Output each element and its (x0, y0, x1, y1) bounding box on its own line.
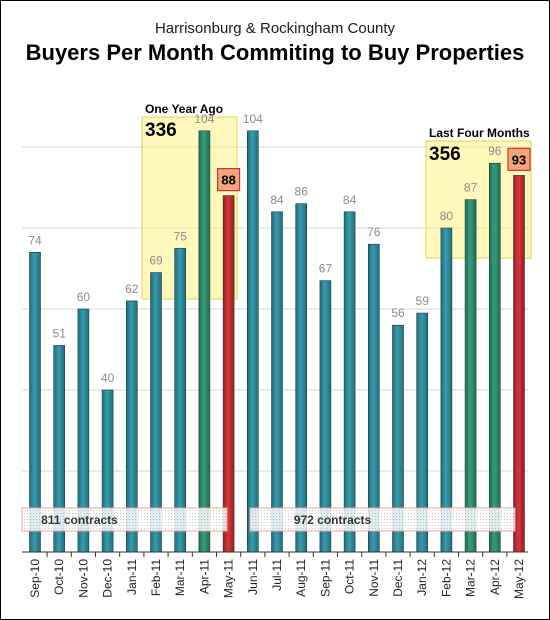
x-tick-label: Jan-11 (125, 559, 139, 595)
value-label: 88 (221, 173, 235, 188)
value-label: 69 (149, 254, 163, 268)
contract-band-label: 811 contracts (41, 513, 118, 527)
x-tick-label: Mar-12 (464, 559, 478, 597)
value-label: 51 (53, 326, 67, 340)
x-tick-label: Sep-11 (318, 559, 332, 597)
value-label: 59 (416, 294, 430, 308)
value-label: 67 (319, 262, 333, 276)
value-label: 84 (343, 193, 357, 207)
x-tick-label: May-11 (222, 559, 236, 598)
value-label: 75 (174, 229, 188, 243)
bar-Apr-11 (198, 130, 211, 553)
x-tick-label: Oct-11 (343, 559, 357, 594)
bar-Jul-11 (271, 211, 283, 553)
highlight-box-total: 356 (429, 144, 461, 165)
x-tick-label: May-12 (512, 559, 526, 599)
x-tick-label: Aug-11 (294, 559, 308, 597)
value-label: 62 (125, 282, 139, 296)
x-tick-label: Jun-11 (246, 559, 260, 595)
x-tick-label: Sep-10 (28, 559, 42, 598)
value-label: 56 (391, 306, 405, 320)
x-tick-label: Jan-12 (415, 559, 429, 596)
chart-subtitle: Harrisonburg & Rockingham County (154, 20, 396, 37)
value-label: 60 (77, 290, 91, 304)
value-label: 74 (28, 233, 42, 247)
x-tick-label: Feb-12 (439, 559, 453, 597)
bar-Mar-12 (464, 199, 477, 553)
highlight-box-label: Last Four Months (429, 126, 530, 140)
value-label: 76 (367, 225, 381, 239)
x-tick-label: Apr-11 (197, 559, 211, 594)
bar-Aug-11 (295, 203, 308, 553)
x-tick-label: Feb-11 (149, 559, 163, 596)
bar-Mar-11 (174, 247, 186, 553)
chart-title: Buyers Per Month Commiting to Buy Proper… (25, 40, 525, 65)
contract-band (249, 507, 516, 532)
x-tick-label: Nov-11 (367, 559, 381, 597)
x-tick-label: Apr-12 (488, 559, 502, 595)
x-tick-label: Dec-11 (391, 559, 405, 597)
value-label: 104 (243, 112, 263, 126)
bar-Jun-11 (247, 130, 259, 553)
x-tick-label: Nov-10 (76, 559, 90, 598)
contract-band-label: 972 contracts (294, 513, 372, 527)
bar-Sep-10 (29, 252, 41, 553)
value-label: 96 (488, 144, 502, 158)
value-label: 93 (512, 152, 526, 167)
value-label: 86 (295, 185, 309, 199)
x-tick-label: Mar-11 (173, 559, 187, 596)
value-label-box (507, 147, 531, 171)
value-label: 80 (440, 209, 454, 223)
value-label: 87 (464, 181, 478, 195)
value-label: 84 (270, 193, 284, 207)
highlight-box-label: One Year Ago (145, 102, 223, 116)
bar-Nov-11 (367, 243, 380, 553)
highlight-box-total: 336 (145, 120, 177, 141)
value-label-box (217, 168, 241, 192)
x-tick-label: Oct-10 (52, 559, 66, 595)
bar-Apr-12 (488, 162, 501, 553)
bar-May-12 (513, 175, 525, 553)
value-label: 40 (101, 371, 115, 385)
bar-Feb-12 (440, 227, 453, 553)
value-label: 104 (194, 112, 214, 126)
bar-May-11 (222, 195, 235, 553)
bar-Oct-11 (343, 211, 356, 553)
contract-band (21, 507, 228, 532)
x-tick-label: Dec-10 (101, 559, 115, 598)
highlight-box (141, 116, 238, 300)
x-tick-label: Jul-11 (270, 559, 284, 591)
